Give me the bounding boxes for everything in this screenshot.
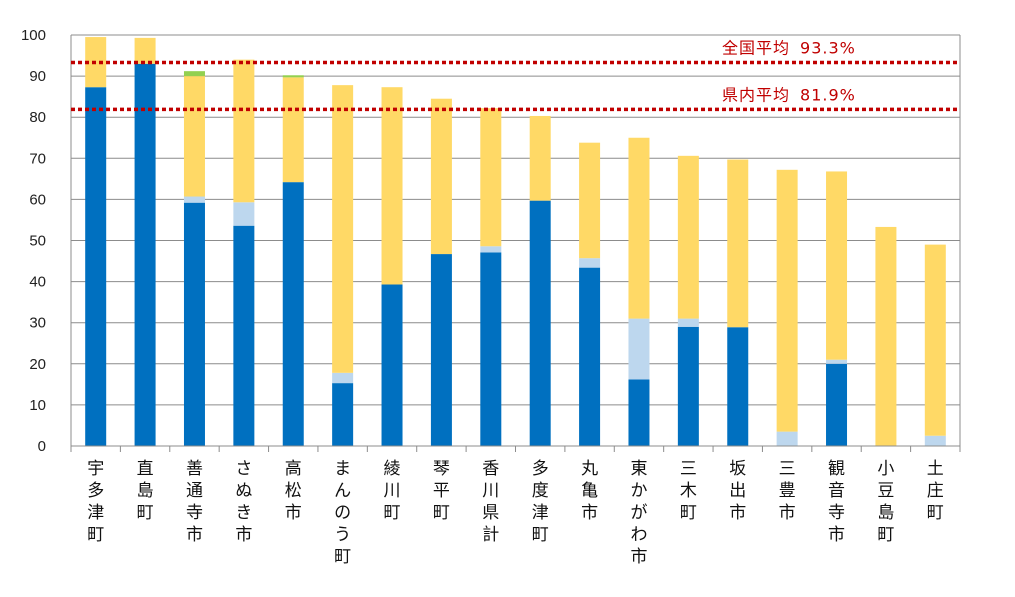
bar-segment-3 [776, 169, 798, 432]
y-tick-label: 50 [29, 233, 46, 250]
y-tick-label: 30 [29, 315, 46, 332]
reference-lines: 全国平均 93.3% 県内平均 81.9% [71, 39, 960, 112]
bar-segment-1 [381, 284, 403, 446]
category-label: 香川県計 [482, 459, 499, 545]
bar-segment-3 [826, 171, 848, 360]
bar-segment-1 [233, 225, 255, 446]
bar-segment-2 [628, 318, 650, 380]
category-label: 善通寺市 [186, 459, 203, 545]
reference-line-name: 全国平均 [722, 39, 790, 58]
category-label: 綾川町 [384, 459, 401, 523]
bar-segment-2 [579, 258, 601, 268]
bar-segment-3 [875, 226, 897, 446]
bar-segment-1 [134, 63, 156, 447]
bar-segment-1 [677, 326, 699, 446]
y-tick-label: 80 [29, 109, 46, 126]
bar-segment-3 [381, 87, 403, 285]
reference-line-value: 81.9% [800, 85, 856, 104]
category-label: 琴平町 [433, 459, 450, 523]
y-tick-labels: 0 10 20 30 40 50 60 70 80 90 100 [21, 27, 46, 455]
category-label: 三木町 [680, 459, 697, 523]
reference-line-label: 全国平均 93.3% [722, 39, 856, 58]
y-tick-label: 100 [21, 27, 46, 44]
bar-segment-3 [628, 137, 650, 319]
bar-segment-1 [579, 267, 601, 446]
y-tick-label: 0 [38, 438, 46, 455]
bar-segment-1 [183, 202, 205, 446]
bar-segment-1 [85, 87, 107, 447]
bar-segment-3 [529, 115, 551, 201]
bar-segment-2 [233, 202, 255, 226]
bar-segment-4 [282, 75, 304, 78]
bars [85, 37, 946, 447]
axes [70, 35, 961, 452]
category-label: 高松市 [285, 459, 302, 523]
category-label: 多度津町 [532, 459, 549, 545]
bar-segment-2 [480, 246, 502, 253]
bar-segment-2 [183, 196, 205, 203]
bar-segment-3 [579, 142, 601, 259]
category-label: 丸亀市 [581, 459, 598, 523]
y-tick-label: 40 [29, 274, 46, 291]
category-label: 坂出市 [729, 459, 746, 523]
category-label: 土庄町 [927, 459, 944, 523]
bar-segment-3 [430, 98, 452, 255]
bar-segment-3 [282, 77, 304, 183]
bar-segment-3 [332, 85, 354, 373]
bar-segment-1 [727, 327, 749, 446]
bar-segment-2 [332, 372, 354, 384]
reference-line-value: 93.3% [800, 39, 856, 58]
bar-segment-4 [183, 71, 205, 77]
y-tick-label: 20 [29, 356, 46, 373]
category-label: 東かがわ市 [630, 459, 647, 567]
bar-segment-1 [282, 182, 304, 446]
category-label: 宇多津町 [87, 459, 104, 545]
bar-segment-3 [183, 76, 205, 197]
y-tick-label: 70 [29, 150, 46, 167]
bar-segment-3 [924, 244, 946, 436]
bar-segment-3 [677, 155, 699, 319]
bar-segment-1 [332, 383, 354, 446]
bar-segment-1 [430, 254, 452, 446]
gridlines [71, 34, 960, 406]
category-label: まんのう町 [334, 459, 351, 567]
category-label: 三豊市 [779, 459, 796, 523]
category-labels: 宇多津町 直島町 善通寺市 さぬき市 高松市 まんのう町 綾川町 琴平町 香川県計 多度津町 丸亀市… [87, 459, 944, 567]
reference-line-name: 県内平均 [722, 85, 790, 104]
category-label: さぬき市 [235, 459, 252, 545]
bar-segment-3 [480, 108, 502, 247]
bar-segment-1 [826, 363, 848, 446]
category-label: 小豆島町 [877, 459, 894, 545]
bar-segment-2 [924, 435, 946, 446]
bar-segment-2 [776, 431, 798, 446]
bar-segment-1 [480, 252, 502, 446]
category-label: 直島町 [137, 459, 154, 523]
y-tick-label: 10 [29, 397, 46, 414]
reference-line-label: 県内平均 81.9% [722, 85, 856, 104]
bar-segment-1 [529, 200, 551, 446]
bar-segment-3 [727, 159, 749, 328]
bar-segment-1 [628, 379, 650, 446]
y-tick-label: 60 [29, 191, 46, 208]
bar-segment-3 [233, 59, 255, 203]
bar-segment-3 [134, 37, 156, 64]
bar-segment-2 [826, 359, 848, 364]
bar-segment-2 [677, 318, 699, 327]
y-tick-label: 90 [29, 68, 46, 85]
category-label: 観音寺市 [828, 459, 845, 545]
